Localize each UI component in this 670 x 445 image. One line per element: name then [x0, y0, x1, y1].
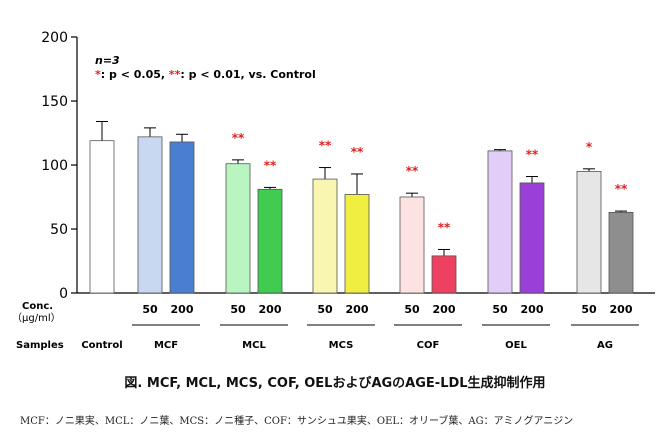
bar-cof-200: [431, 255, 457, 294]
conc-label: 200: [433, 303, 456, 316]
significance-mark: **: [406, 164, 419, 178]
sample-label-ag: AG: [597, 340, 613, 351]
conc-label: 50: [492, 303, 508, 316]
bar-mcl-50: [225, 163, 251, 294]
bar-mcs-50: [312, 178, 338, 294]
significance-mark: **: [264, 158, 277, 172]
note-n: n=3: [95, 54, 120, 67]
sample-label-mcf: MCF: [154, 340, 178, 351]
sample-label-control: Control: [81, 340, 122, 351]
bar-control: [89, 140, 115, 294]
significance-mark: **: [438, 220, 451, 234]
sample-label-mcl: MCL: [242, 340, 266, 351]
significance-mark: **: [319, 139, 332, 153]
note-significance: *: p < 0.05, **: p < 0.01, vs. Control: [95, 68, 316, 81]
conc-label: 50: [142, 303, 158, 316]
bar-ag-200: [608, 211, 634, 294]
y-tick-label: 0: [59, 286, 68, 302]
samples-row-label: Samples: [16, 340, 64, 351]
bar-ag-50: [576, 170, 602, 294]
bar-mcf-50: [137, 136, 163, 294]
axes: 0 50 100 150 200 n=3*: p < 0.05, **: p < 0.01…: [41, 30, 655, 302]
bar-cof-50: [399, 196, 425, 294]
conc-label: 50: [317, 303, 333, 316]
figure-footnote: MCF：ノニ果実、MCL：ノニ葉、MCS：ノニ種子、COF：サンシュユ果実、OE…: [20, 416, 574, 427]
y-tick-label: 50: [50, 222, 68, 238]
bar-mcf-200: [169, 141, 195, 294]
significance-mark: *: [586, 140, 593, 154]
bar-mcs-200: [344, 194, 370, 294]
sample-label-cof: COF: [417, 340, 440, 351]
significance-mark: **: [526, 148, 539, 162]
y-tick-label: 200: [41, 30, 68, 46]
y-tick-label: 100: [41, 158, 68, 174]
significance-mark: **: [232, 131, 245, 145]
y-tick-label: 150: [41, 94, 68, 110]
conc-label: 200: [171, 303, 194, 316]
conc-label: 50: [581, 303, 597, 316]
sample-label-oel: OEL: [505, 340, 527, 351]
conc-row-unit: （μg/ml）: [12, 312, 61, 324]
figure-caption: 図. MCF, MCL, MCS, COF, OELおよびAGのAGE-LDL生…: [124, 376, 546, 391]
bar-oel-50: [487, 150, 513, 294]
conc-label: 50: [230, 303, 246, 316]
bar-mcl-200: [257, 188, 283, 294]
sample-label-mcs: MCS: [329, 340, 354, 351]
conc-label: 200: [346, 303, 369, 316]
conc-label: 200: [521, 303, 544, 316]
conc-label: 50: [404, 303, 420, 316]
significance-mark: **: [351, 145, 364, 159]
conc-label: 200: [259, 303, 282, 316]
bar-oel-200: [519, 182, 545, 294]
bars-layer: [89, 120, 634, 294]
conc-label: 200: [610, 303, 633, 316]
significance-mark: **: [615, 182, 628, 196]
conc-row-label: Conc.: [22, 301, 53, 312]
